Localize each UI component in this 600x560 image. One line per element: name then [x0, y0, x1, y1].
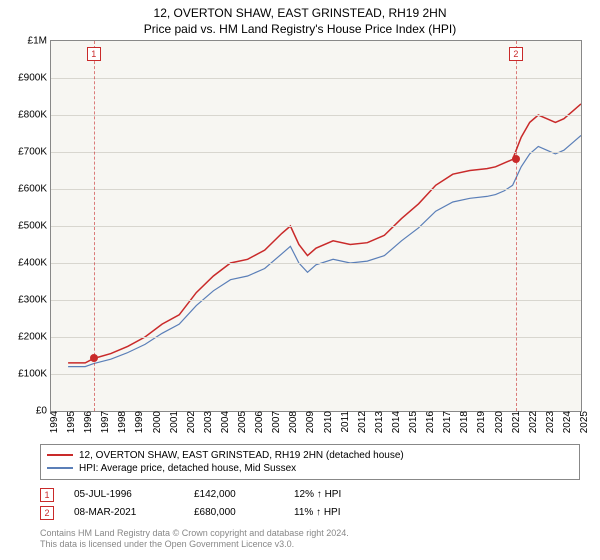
- x-tick-label: 1996: [81, 411, 94, 433]
- series-line: [68, 103, 581, 362]
- sales-row-delta: 12% ↑ HPI: [294, 489, 341, 500]
- chart-container: 12, OVERTON SHAW, EAST GRINSTEAD, RH19 2…: [0, 0, 600, 560]
- sales-row-date: 08-MAR-2021: [74, 507, 194, 518]
- x-tick-label: 2024: [560, 411, 573, 433]
- legend-swatch: [47, 467, 73, 469]
- x-tick-label: 2014: [389, 411, 402, 433]
- y-tick-label: £600K: [18, 183, 51, 194]
- footnote: Contains HM Land Registry data © Crown c…: [40, 528, 580, 551]
- x-tick-label: 2001: [167, 411, 180, 433]
- x-tick-label: 2004: [218, 411, 231, 433]
- gridline: [51, 189, 581, 190]
- footnote-line1: Contains HM Land Registry data © Crown c…: [40, 528, 580, 540]
- y-tick-label: £300K: [18, 294, 51, 305]
- sales-row-date: 05-JUL-1996: [74, 489, 194, 500]
- x-tick-label: 2017: [440, 411, 453, 433]
- sale-marker-line: [516, 41, 517, 411]
- x-tick-label: 2016: [423, 411, 436, 433]
- gridline: [51, 115, 581, 116]
- y-tick-label: £400K: [18, 257, 51, 268]
- gridline: [51, 337, 581, 338]
- sale-marker-point: [90, 354, 98, 362]
- x-tick-label: 2006: [252, 411, 265, 433]
- x-tick-label: 2011: [338, 411, 351, 433]
- legend-item: 12, OVERTON SHAW, EAST GRINSTEAD, RH19 2…: [47, 449, 573, 462]
- x-tick-label: 1997: [98, 411, 111, 433]
- x-tick-label: 1999: [132, 411, 145, 433]
- x-tick-label: 2023: [543, 411, 556, 433]
- sale-marker-point: [512, 155, 520, 163]
- legend-item: HPI: Average price, detached house, Mid …: [47, 462, 573, 475]
- y-tick-label: £700K: [18, 146, 51, 157]
- gridline: [51, 263, 581, 264]
- x-tick-label: 2022: [526, 411, 539, 433]
- sales-row-price: £680,000: [194, 507, 294, 518]
- series-line: [68, 135, 581, 366]
- x-tick-label: 2025: [577, 411, 590, 433]
- x-tick-label: 1994: [47, 411, 60, 433]
- footnote-line2: This data is licensed under the Open Gov…: [40, 539, 580, 551]
- x-tick-label: 2008: [286, 411, 299, 433]
- sales-row-price: £142,000: [194, 489, 294, 500]
- sales-row: 1 05-JUL-1996£142,00012% ↑ HPI: [40, 486, 580, 504]
- x-tick-label: 2020: [492, 411, 505, 433]
- y-tick-label: £1M: [28, 35, 51, 46]
- chart-subtitle: Price paid vs. HM Land Registry's House …: [0, 22, 600, 40]
- sale-marker-badge: 1: [87, 47, 101, 61]
- y-tick-label: £200K: [18, 331, 51, 342]
- x-tick-label: 1998: [115, 411, 128, 433]
- gridline: [51, 152, 581, 153]
- x-tick-label: 2021: [509, 411, 522, 433]
- x-tick-label: 2002: [184, 411, 197, 433]
- legend-label: HPI: Average price, detached house, Mid …: [79, 463, 296, 474]
- legend-swatch: [47, 454, 73, 456]
- x-tick-label: 2009: [303, 411, 316, 433]
- x-tick-label: 2012: [355, 411, 368, 433]
- chart-title: 12, OVERTON SHAW, EAST GRINSTEAD, RH19 2…: [0, 0, 600, 22]
- y-tick-label: £500K: [18, 220, 51, 231]
- gridline: [51, 374, 581, 375]
- sales-row-index: 2: [40, 506, 54, 520]
- y-tick-label: £900K: [18, 72, 51, 83]
- gridline: [51, 78, 581, 79]
- sales-row-index: 1: [40, 488, 54, 502]
- sales-row: 2 08-MAR-2021£680,00011% ↑ HPI: [40, 504, 580, 522]
- x-tick-label: 2003: [201, 411, 214, 433]
- x-tick-label: 2019: [474, 411, 487, 433]
- x-tick-label: 2010: [321, 411, 334, 433]
- x-tick-label: 2007: [269, 411, 282, 433]
- chart-plot-area: £0£100K£200K£300K£400K£500K£600K£700K£80…: [50, 40, 582, 412]
- y-tick-label: £100K: [18, 368, 51, 379]
- gridline: [51, 226, 581, 227]
- x-tick-label: 2013: [372, 411, 385, 433]
- sales-row-delta: 11% ↑ HPI: [294, 507, 341, 518]
- legend: 12, OVERTON SHAW, EAST GRINSTEAD, RH19 2…: [40, 444, 580, 480]
- x-tick-label: 1995: [64, 411, 77, 433]
- y-tick-label: £800K: [18, 109, 51, 120]
- x-tick-label: 2000: [150, 411, 163, 433]
- sales-table: 1 05-JUL-1996£142,00012% ↑ HPI 2 08-MAR-202…: [40, 486, 580, 522]
- x-tick-label: 2018: [457, 411, 470, 433]
- gridline: [51, 300, 581, 301]
- x-tick-label: 2005: [235, 411, 248, 433]
- x-tick-label: 2015: [406, 411, 419, 433]
- legend-label: 12, OVERTON SHAW, EAST GRINSTEAD, RH19 2…: [79, 450, 404, 461]
- sale-marker-badge: 2: [509, 47, 523, 61]
